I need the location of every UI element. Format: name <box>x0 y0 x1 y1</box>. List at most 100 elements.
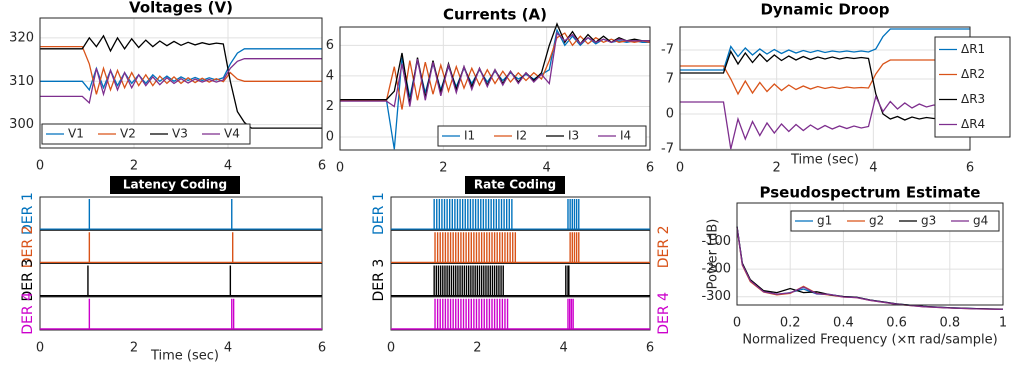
plot-frame <box>339 26 651 151</box>
y-tick-label: 310 <box>9 74 34 89</box>
x-tick-label: 0 <box>36 341 44 356</box>
row-frame <box>39 196 323 231</box>
x-tick-label: 4 <box>560 341 568 356</box>
legend-label: I3 <box>568 129 579 143</box>
series-line <box>680 94 971 150</box>
x-tick-label: 6 <box>318 159 326 174</box>
series-line <box>340 22 650 104</box>
series-line <box>40 58 322 105</box>
series-line <box>340 31 650 108</box>
y-tick-label: -100 <box>701 234 731 249</box>
x-tick-label: 6 <box>966 161 974 176</box>
x-tick-label: 2 <box>473 341 481 356</box>
y-tick-label: 6 <box>326 38 334 53</box>
y-tick-label: 0 <box>326 130 334 145</box>
legend-box <box>934 36 1011 138</box>
legend-box <box>790 210 1000 232</box>
legend-label: g1 <box>817 214 832 228</box>
legend-label: ΔR4 <box>961 117 985 131</box>
series-line <box>40 45 322 95</box>
chart-title: Rate Coding <box>474 178 556 192</box>
title-box <box>465 176 565 194</box>
x-axis-label: Time (sec) <box>790 153 859 168</box>
legend-label: ΔR3 <box>961 92 985 106</box>
row-label: DER 2 <box>656 226 672 269</box>
x-tick-label: 2 <box>439 161 447 176</box>
legend-label: g4 <box>973 214 988 228</box>
chart-title: Pseudospectrum Estimate <box>760 184 981 202</box>
row-frame <box>390 263 651 298</box>
y-axis-label: Power (dB) <box>706 219 721 290</box>
series-line <box>340 32 651 110</box>
title-box <box>110 176 240 194</box>
row-label: DER 4 <box>20 292 36 335</box>
x-tick-label: 4 <box>224 341 232 356</box>
x-tick-label: 4 <box>869 161 877 176</box>
series-line <box>40 34 322 129</box>
legend-label: ΔR1 <box>961 42 985 56</box>
x-tick-label: 6 <box>646 341 654 356</box>
x-tick-label: 0.4 <box>833 316 854 331</box>
y-tick-label: -7 <box>661 142 674 157</box>
y-tick-label: 2 <box>326 99 334 114</box>
x-tick-label: 0.8 <box>939 316 960 331</box>
row-label: DER 1 <box>371 192 387 235</box>
row-label: DER 4 <box>656 292 672 335</box>
chart-title: Currents (A) <box>443 6 547 24</box>
row-frame <box>390 296 651 331</box>
series-line <box>736 226 1004 311</box>
y-tick-label: -300 <box>701 289 731 304</box>
legend-box <box>41 123 251 145</box>
y-tick-label: 300 <box>9 117 34 132</box>
y-tick-label: 0 <box>666 107 674 122</box>
y-tick-label: 4 <box>326 68 334 83</box>
row-label: DER 1 <box>20 192 36 235</box>
x-tick-label: 0 <box>336 161 344 176</box>
x-tick-label: 0 <box>36 159 44 174</box>
x-tick-label: 2 <box>773 161 781 176</box>
row-frame <box>39 263 323 298</box>
legend-label: g2 <box>869 214 884 228</box>
x-tick-label: 6 <box>646 161 654 176</box>
chart-title: Latency Coding <box>123 178 227 192</box>
x-tick-label: 0.6 <box>886 316 907 331</box>
x-tick-label: 2 <box>130 159 138 174</box>
row-frame <box>390 196 651 231</box>
legend-label: ΔR2 <box>961 67 985 81</box>
series-line <box>680 59 970 96</box>
chart-title: Voltages (V) <box>129 0 233 17</box>
legend-label: g3 <box>921 214 936 228</box>
series-line <box>40 48 322 92</box>
plot-frame <box>736 202 1004 306</box>
x-tick-label: 2 <box>130 341 138 356</box>
x-tick-label: 1 <box>999 316 1007 331</box>
x-tick-label: 0.2 <box>780 316 801 331</box>
x-tick-label: 6 <box>318 341 326 356</box>
row-frame <box>39 229 323 264</box>
row-label: DER 3 <box>371 259 387 302</box>
x-axis-label: Normalized Frequency (×π rad/sample) <box>742 333 997 348</box>
chart-title: Dynamic Droop <box>760 1 889 19</box>
x-tick-label: 0 <box>733 316 741 331</box>
y-tick-label: -7 <box>661 43 674 58</box>
y-tick-label: 7 <box>666 72 674 87</box>
legend-label: V3 <box>172 127 188 141</box>
legend-label: I2 <box>516 129 527 143</box>
x-tick-label: 4 <box>224 159 232 174</box>
row-label: DER 3 <box>20 259 36 302</box>
legend-label: V4 <box>224 127 240 141</box>
legend-label: V1 <box>68 127 84 141</box>
legend-label: V2 <box>120 127 136 141</box>
legend-label: I4 <box>620 129 631 143</box>
row-frame <box>39 296 323 331</box>
x-axis-label: Time (sec) <box>150 349 219 364</box>
x-tick-label: 0 <box>387 341 395 356</box>
legend-box <box>437 125 647 147</box>
x-tick-label: 4 <box>543 161 551 176</box>
row-frame <box>390 229 651 264</box>
series-line <box>680 49 971 121</box>
y-tick-label: 320 <box>9 30 34 45</box>
legend-label: I1 <box>464 129 475 143</box>
x-tick-label: 0 <box>676 161 684 176</box>
